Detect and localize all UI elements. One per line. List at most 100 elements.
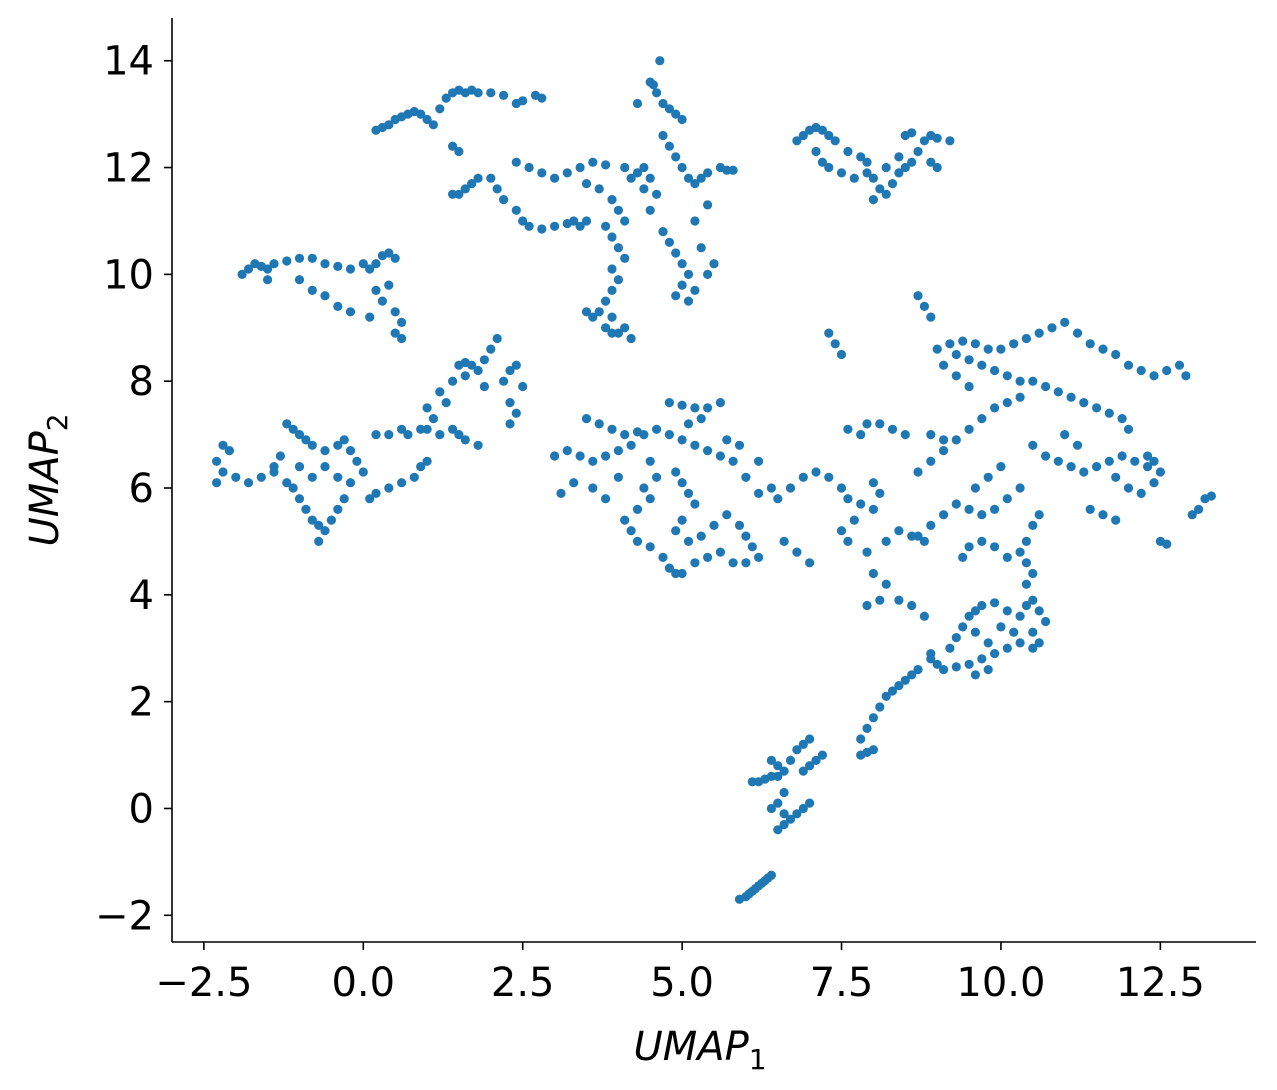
data-point — [518, 381, 528, 392]
data-point — [556, 488, 566, 498]
data-point — [990, 365, 1000, 376]
data-point — [1047, 323, 1057, 333]
data-point — [575, 162, 585, 173]
data-point — [511, 205, 521, 215]
data-point — [798, 766, 808, 776]
data-point — [779, 809, 789, 819]
data-point — [792, 136, 802, 146]
data-point — [1136, 365, 1146, 376]
data-point — [1187, 510, 1197, 520]
data-point — [658, 130, 668, 141]
data-point — [658, 227, 668, 237]
data-point — [977, 510, 987, 520]
data-point — [671, 467, 681, 477]
data-point — [677, 259, 687, 269]
data-point — [779, 536, 789, 547]
data-point — [939, 435, 949, 445]
data-point — [390, 328, 400, 338]
data-point — [868, 173, 879, 183]
data-point — [690, 179, 700, 189]
data-point — [887, 179, 898, 189]
data-point — [932, 659, 942, 669]
data-point — [594, 184, 604, 194]
y-tick-label: −2 — [95, 893, 154, 939]
data-point — [448, 424, 458, 434]
data-point — [722, 510, 732, 520]
data-point — [632, 98, 643, 109]
data-point — [345, 264, 356, 274]
data-point — [422, 456, 432, 466]
data-point — [951, 371, 961, 381]
data-point — [798, 739, 808, 750]
data-point — [741, 472, 751, 482]
data-point — [460, 184, 470, 194]
data-point — [1072, 440, 1083, 450]
data-point — [856, 152, 866, 162]
data-point — [964, 659, 974, 669]
data-point — [648, 80, 659, 90]
data-point — [626, 440, 636, 450]
data-point — [696, 243, 706, 253]
data-point — [1015, 611, 1025, 621]
data-point — [479, 355, 489, 365]
data-point — [613, 205, 624, 215]
data-point — [212, 456, 222, 466]
points-layer — [212, 56, 1216, 904]
data-point — [518, 96, 528, 106]
data-point — [658, 552, 668, 563]
data-point — [977, 360, 987, 370]
data-point — [607, 424, 617, 434]
data-point — [607, 264, 617, 274]
data-point — [613, 328, 624, 338]
data-point — [1162, 539, 1172, 549]
data-point — [964, 611, 974, 621]
data-point — [907, 531, 917, 541]
data-point — [671, 248, 681, 258]
data-point — [499, 195, 509, 205]
data-point — [345, 307, 356, 317]
data-point — [926, 456, 936, 466]
y-tick-label: 12 — [103, 146, 154, 192]
data-point — [868, 745, 879, 755]
data-point — [505, 365, 515, 376]
data-point — [441, 398, 451, 408]
data-point — [671, 152, 681, 162]
data-point — [849, 515, 859, 525]
data-point — [1034, 606, 1044, 616]
data-point — [486, 88, 496, 98]
data-point — [862, 723, 872, 734]
data-point — [875, 702, 885, 712]
data-point — [894, 168, 904, 178]
data-point — [881, 162, 891, 173]
data-point — [397, 478, 407, 488]
data-point — [448, 141, 458, 151]
data-point — [473, 173, 483, 183]
data-point — [518, 216, 528, 226]
data-point — [632, 536, 643, 547]
data-point — [620, 515, 630, 525]
data-point — [537, 168, 547, 178]
data-point — [601, 160, 611, 170]
data-point — [811, 146, 821, 157]
data-point — [703, 446, 713, 456]
data-point — [868, 478, 879, 488]
data-point — [454, 189, 464, 199]
data-point — [862, 168, 872, 178]
data-point — [900, 430, 910, 440]
data-point — [473, 440, 483, 450]
data-point — [448, 376, 458, 386]
data-point — [919, 536, 930, 547]
data-point — [990, 403, 1000, 413]
data-point — [601, 296, 611, 306]
data-point — [785, 814, 796, 824]
data-point — [524, 162, 534, 173]
data-point — [958, 336, 968, 346]
data-point — [377, 296, 387, 306]
data-point — [983, 344, 993, 354]
data-point — [677, 478, 687, 488]
data-point — [467, 360, 477, 370]
data-point — [486, 344, 496, 354]
data-point — [900, 162, 910, 173]
data-point — [722, 435, 732, 445]
data-point — [1060, 317, 1070, 327]
